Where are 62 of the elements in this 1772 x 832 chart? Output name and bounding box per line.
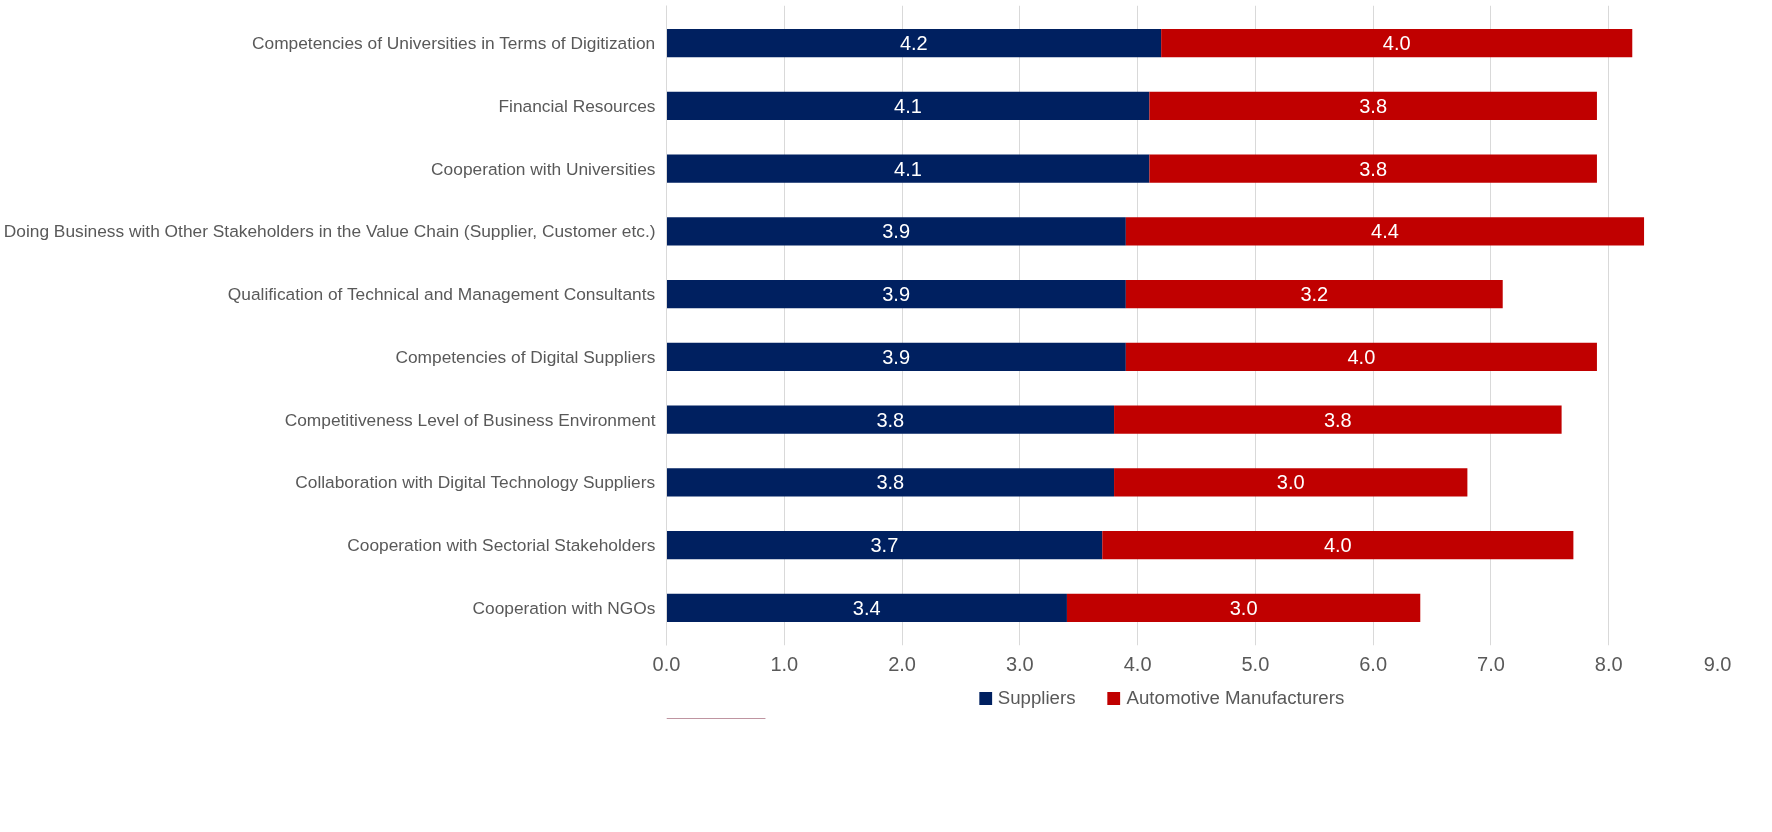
bar — [1125, 280, 1503, 309]
bar — [666, 154, 1150, 183]
data-label: 4.4 — [1371, 220, 1399, 243]
data-label: 3.9 — [882, 283, 911, 306]
x-tick-label: 7.0 — [1477, 652, 1505, 675]
x-tick-label: 5.0 — [1241, 652, 1270, 675]
data-label: 4.2 — [899, 32, 928, 55]
bar — [1149, 91, 1597, 121]
bar — [666, 91, 1150, 121]
data-label: 4.0 — [1323, 534, 1352, 557]
data-label: 3.8 — [1323, 408, 1352, 431]
data-label: 3.0 — [1229, 596, 1258, 619]
x-tick-label: 4.0 — [1123, 652, 1152, 675]
data-label: 3.2 — [1300, 283, 1329, 306]
y-tick-label: Doing Business with Other Stakeholders in the Value Chain (Supplier, Customer etc.) — [3, 221, 656, 242]
data-label: 3.0 — [1276, 471, 1305, 494]
data-label: 3.9 — [882, 220, 911, 243]
bar — [1161, 29, 1633, 58]
bar — [666, 405, 1115, 434]
x-tick-label: 1.0 — [770, 652, 799, 675]
data-label: 3.7 — [870, 534, 899, 557]
data-label: 4.1 — [894, 94, 922, 117]
data-label: 3.8 — [876, 408, 905, 431]
y-tick-label: Competitiveness Level of Business Environment — [284, 409, 656, 430]
bar — [1114, 468, 1468, 497]
bar — [666, 29, 1162, 58]
bar — [1114, 405, 1562, 434]
x-tick-label: 8.0 — [1594, 652, 1623, 675]
bar — [1066, 593, 1421, 622]
y-tick-label: Collaboration with Digital Technology Suppliers — [295, 472, 656, 493]
x-tick-label: 9.0 — [1703, 652, 1732, 675]
bar — [666, 468, 1115, 497]
y-tick-label: Financial Resources — [498, 95, 656, 116]
bar — [1102, 530, 1574, 560]
data-label: 4.0 — [1347, 345, 1376, 368]
bar — [1149, 154, 1597, 183]
data-label: 4.1 — [894, 157, 922, 180]
legend-label: Automotive Manufacturers — [1126, 687, 1345, 709]
bar — [666, 593, 1067, 622]
bar — [666, 342, 1126, 371]
y-tick-label: Qualification of Technical and Management Consultants — [227, 284, 656, 305]
data-label: 3.8 — [876, 471, 905, 494]
y-tick-label: Competencies of Universities in Terms of Digitization — [251, 33, 656, 54]
data-label: 3.8 — [1359, 94, 1388, 117]
y-tick-label: Cooperation with NGOs — [472, 597, 656, 618]
y-tick-label: Cooperation with Universities — [431, 158, 656, 179]
data-label: 3.9 — [882, 345, 911, 368]
x-tick-label: 2.0 — [888, 652, 916, 675]
bar — [666, 530, 1103, 560]
bar — [1125, 217, 1645, 246]
y-tick-label: Competencies of Digital Suppliers — [395, 346, 656, 367]
bar — [1125, 342, 1597, 371]
data-label: 3.8 — [1359, 157, 1388, 180]
x-tick-label: 0.0 — [652, 652, 681, 675]
data-label: 4.0 — [1382, 32, 1411, 55]
y-tick-label: Cooperation with Sectorial Stakeholders — [347, 535, 656, 556]
data-label: 3.4 — [852, 596, 881, 619]
x-tick-label: 6.0 — [1359, 652, 1388, 675]
bar — [666, 280, 1126, 309]
legend-label: Suppliers — [997, 687, 1076, 709]
x-tick-label: 3.0 — [1005, 652, 1034, 675]
bar — [666, 217, 1126, 246]
